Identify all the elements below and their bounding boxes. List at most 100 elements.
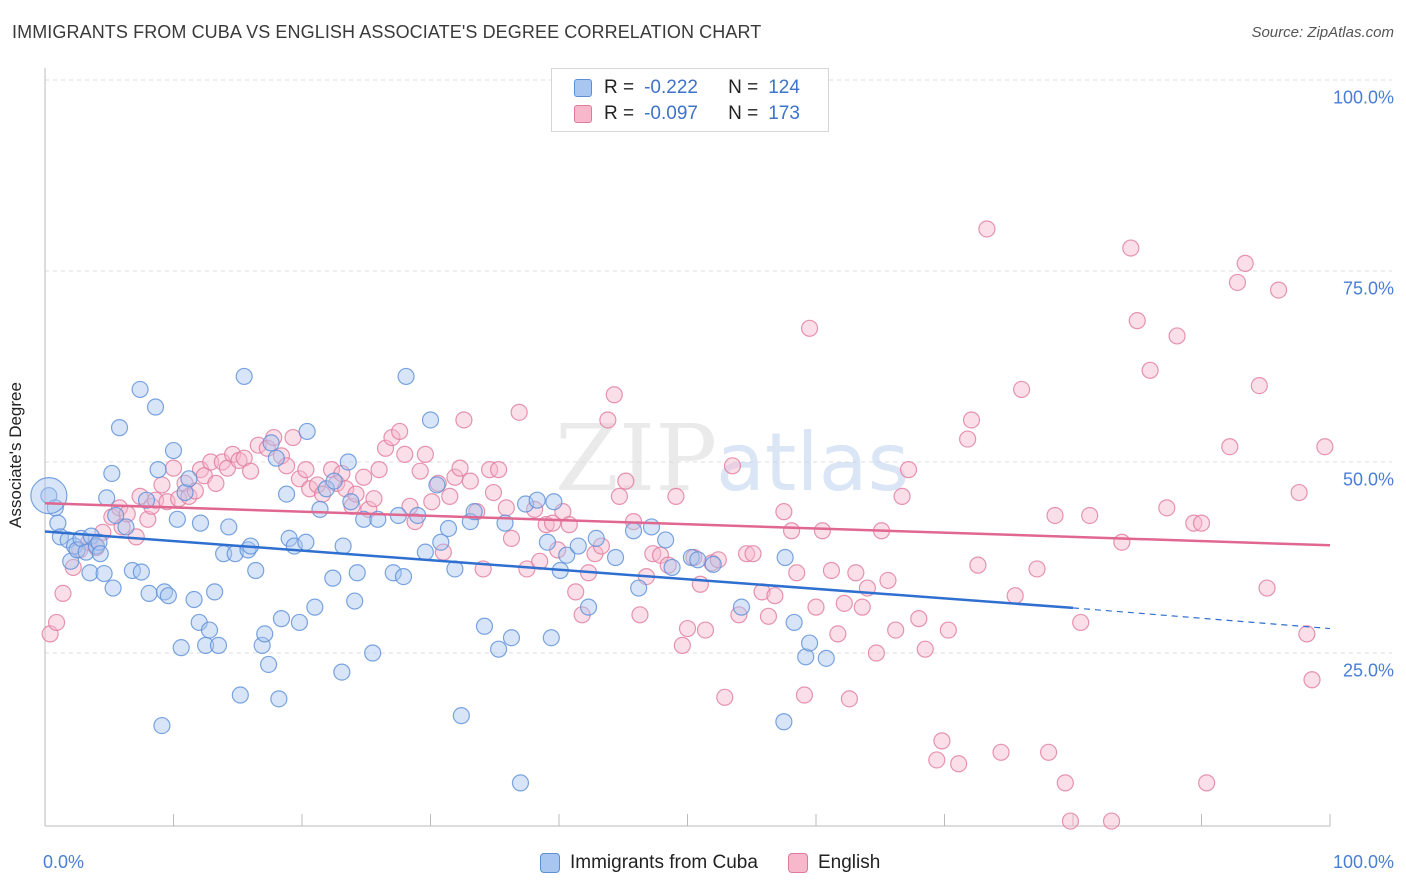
source-credit: Source: ZipAtlas.com (1251, 24, 1394, 41)
stats-legend: R = -0.222 N = 124 R = -0.097 N = 173 (551, 68, 829, 132)
cuba-point (542, 629, 560, 647)
cuba-point (348, 564, 366, 582)
cuba-point (270, 690, 288, 708)
cuba-point (346, 592, 364, 610)
english-point (1221, 438, 1239, 456)
english-point (164, 459, 183, 477)
cuba-point (140, 584, 158, 603)
english-point (899, 461, 918, 479)
legend-item-english: English (787, 852, 880, 874)
x-tick-label-max: 100.0% (1332, 852, 1394, 872)
cuba-point (146, 398, 165, 416)
cuba-point (502, 629, 521, 647)
english-point (1198, 774, 1216, 792)
cuba-point (428, 476, 446, 494)
cuba-trend-line (44, 530, 1074, 610)
english-point (1006, 587, 1024, 605)
english-point (423, 493, 441, 511)
y-tick-label-75: 75.0% (1342, 278, 1394, 299)
english-point (484, 483, 503, 502)
english-point (1258, 579, 1276, 597)
english-point (1102, 812, 1121, 830)
english-point (847, 564, 865, 582)
english-point (47, 613, 66, 632)
english-point (788, 564, 806, 582)
english-point (893, 487, 911, 505)
chart-title: IMMIGRANTS FROM CUBA VS ENGLISH ASSOCIAT… (12, 22, 762, 42)
cuba-point (439, 519, 458, 538)
english-point (1192, 514, 1211, 532)
cuba-point (91, 545, 109, 563)
cuba-point (262, 434, 280, 452)
r-value: -0.097 (644, 103, 698, 124)
english-point (502, 529, 521, 548)
english-point (667, 487, 685, 505)
english-point (284, 428, 302, 447)
cuba-point (689, 551, 707, 569)
english-point (782, 522, 801, 540)
y-tick-label-50: 50.0% (1342, 469, 1394, 490)
cuba-point (272, 610, 291, 628)
english-trend-line (44, 502, 1331, 547)
english-point (716, 688, 734, 706)
english-point (992, 743, 1010, 761)
cuba-point (606, 548, 625, 567)
cuba-point (630, 579, 648, 597)
r-label: R = (604, 103, 635, 124)
english-point (1290, 483, 1308, 502)
cuba-legend-swatch (540, 853, 560, 873)
english-point (840, 690, 859, 708)
cuba-point (800, 634, 819, 652)
english-point (297, 461, 315, 479)
english-point (1012, 380, 1031, 399)
cuba-point (490, 640, 508, 658)
english-point (391, 422, 409, 441)
english-point (744, 545, 762, 563)
english-point (599, 411, 617, 429)
english-point (933, 732, 951, 750)
english-point (481, 461, 499, 479)
watermark-atlas: atlas (716, 416, 909, 509)
english-point (959, 430, 977, 448)
r-label: R = (604, 77, 635, 98)
cuba-point (231, 686, 249, 704)
cuba-point (159, 587, 177, 605)
english-point (928, 751, 946, 769)
cuba-point (397, 367, 415, 386)
cuba-point (172, 639, 190, 657)
cuba-point (104, 579, 122, 597)
english-point (759, 607, 778, 625)
english-point (1046, 506, 1064, 525)
english-point (835, 594, 853, 612)
cuba-point (732, 598, 751, 616)
english-point (962, 411, 981, 429)
english-point (301, 480, 319, 498)
cuba-point (180, 470, 198, 488)
english-point (867, 644, 885, 662)
english-point (950, 755, 968, 773)
cuba-point (775, 713, 793, 731)
english-point (807, 598, 825, 616)
english-point (853, 598, 871, 616)
english-point (290, 470, 309, 488)
cuba-point (277, 485, 296, 503)
stats-legend-row-english: R = -0.097 N = 173 (574, 102, 800, 126)
cuba-point (452, 707, 470, 725)
english-point (370, 461, 388, 479)
cuba-point (168, 510, 186, 528)
english-point (887, 621, 905, 639)
english-point (1039, 743, 1058, 761)
cuba-point (247, 561, 265, 580)
cuba-point (153, 716, 171, 735)
y-tick-label-25: 25.0% (1342, 660, 1394, 681)
cuba-trend-line-extension (1072, 607, 1331, 630)
english-point (1236, 254, 1254, 272)
english-point (54, 584, 72, 603)
english-point (822, 561, 841, 580)
cuba-point (176, 483, 194, 502)
cuba-point (334, 537, 352, 555)
cuba-point (394, 567, 413, 586)
english-point (455, 411, 473, 429)
english-point (916, 640, 934, 658)
